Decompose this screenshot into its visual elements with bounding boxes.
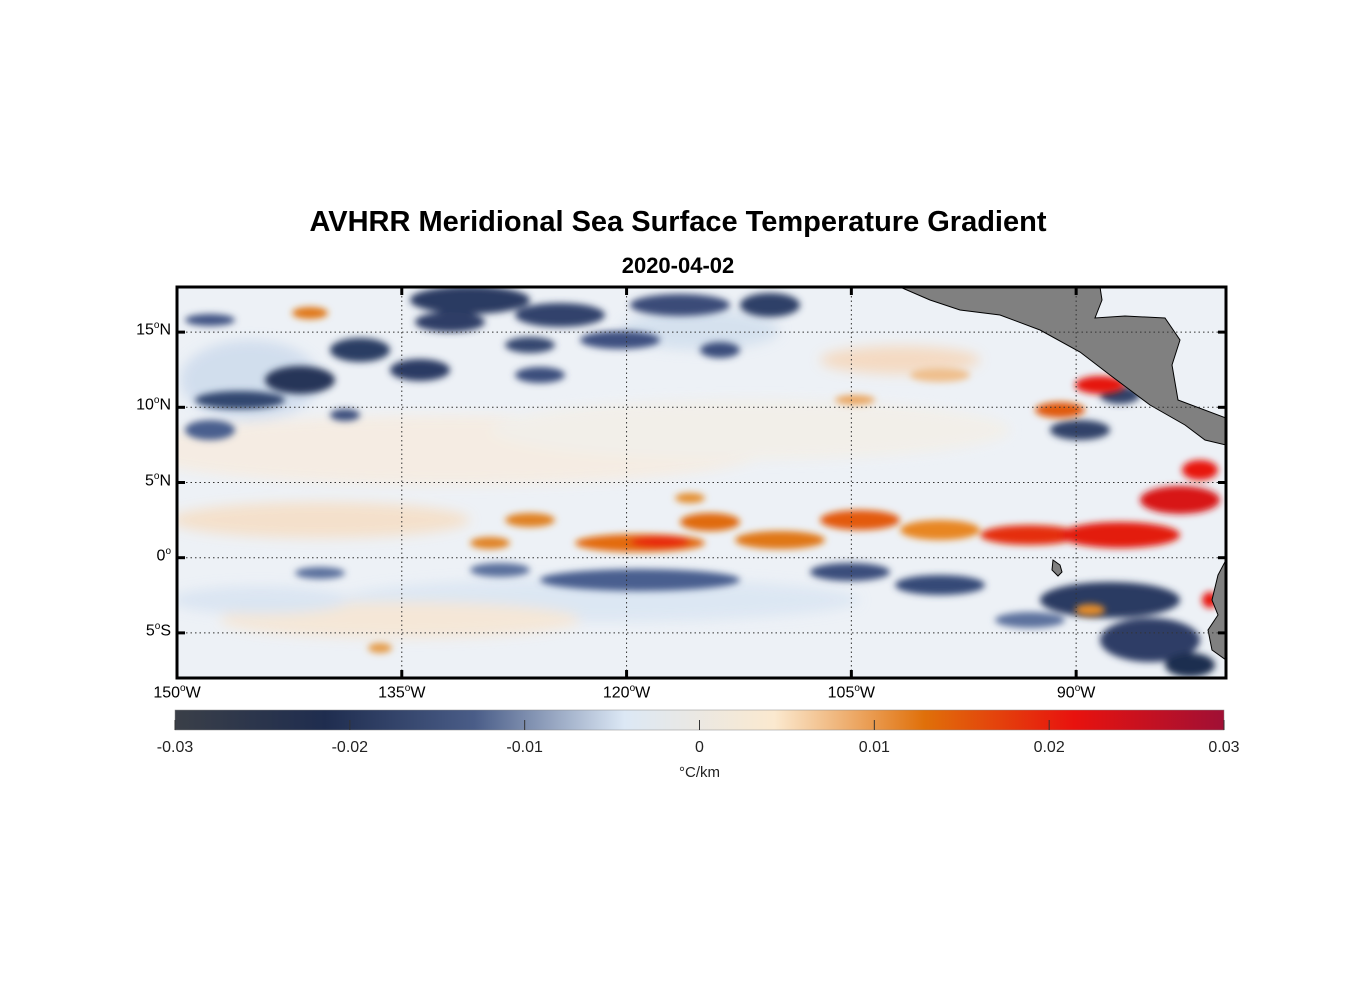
- lon-label: 105oW: [827, 683, 876, 702]
- graticule: [176, 287, 1226, 678]
- colorbar-tick-label: 0: [695, 739, 704, 756]
- colorbar-tick-label: -0.02: [331, 739, 369, 756]
- lon-label: 150oW: [153, 683, 201, 702]
- lat-label: 10oN: [136, 395, 171, 414]
- lon-label: 120oW: [602, 683, 651, 702]
- lon-label: 135oW: [378, 683, 426, 702]
- colorbar-tick-label: 0.02: [1033, 739, 1065, 756]
- colorbar-tick-label: 0.03: [1208, 739, 1240, 756]
- map-title: AVHRR Meridional Sea Surface Temperature…: [309, 206, 1047, 238]
- colorbar-tick-label: -0.01: [506, 739, 543, 756]
- colorbar-unit: °C/km: [679, 764, 720, 781]
- south-america-land: [1207, 559, 1226, 661]
- frame-ticks: [175, 287, 1226, 678]
- lat-label: 0o: [156, 545, 171, 565]
- lat-label: 5oN: [144, 470, 171, 489]
- central-america-land: [899, 287, 1226, 446]
- lat-label: 15oN: [136, 320, 171, 339]
- colorbar-tick-label: 0.01: [858, 739, 890, 756]
- lon-label: 90oW: [1056, 683, 1096, 702]
- lat-label: 5oS: [145, 620, 171, 640]
- map-date: 2020-04-02: [621, 253, 735, 278]
- gradient-field: [177, 287, 1226, 677]
- colorbar-ticks: [174, 720, 1225, 730]
- colorbar-tick-label: -0.03: [156, 739, 194, 756]
- galapagos-island: [1051, 559, 1063, 577]
